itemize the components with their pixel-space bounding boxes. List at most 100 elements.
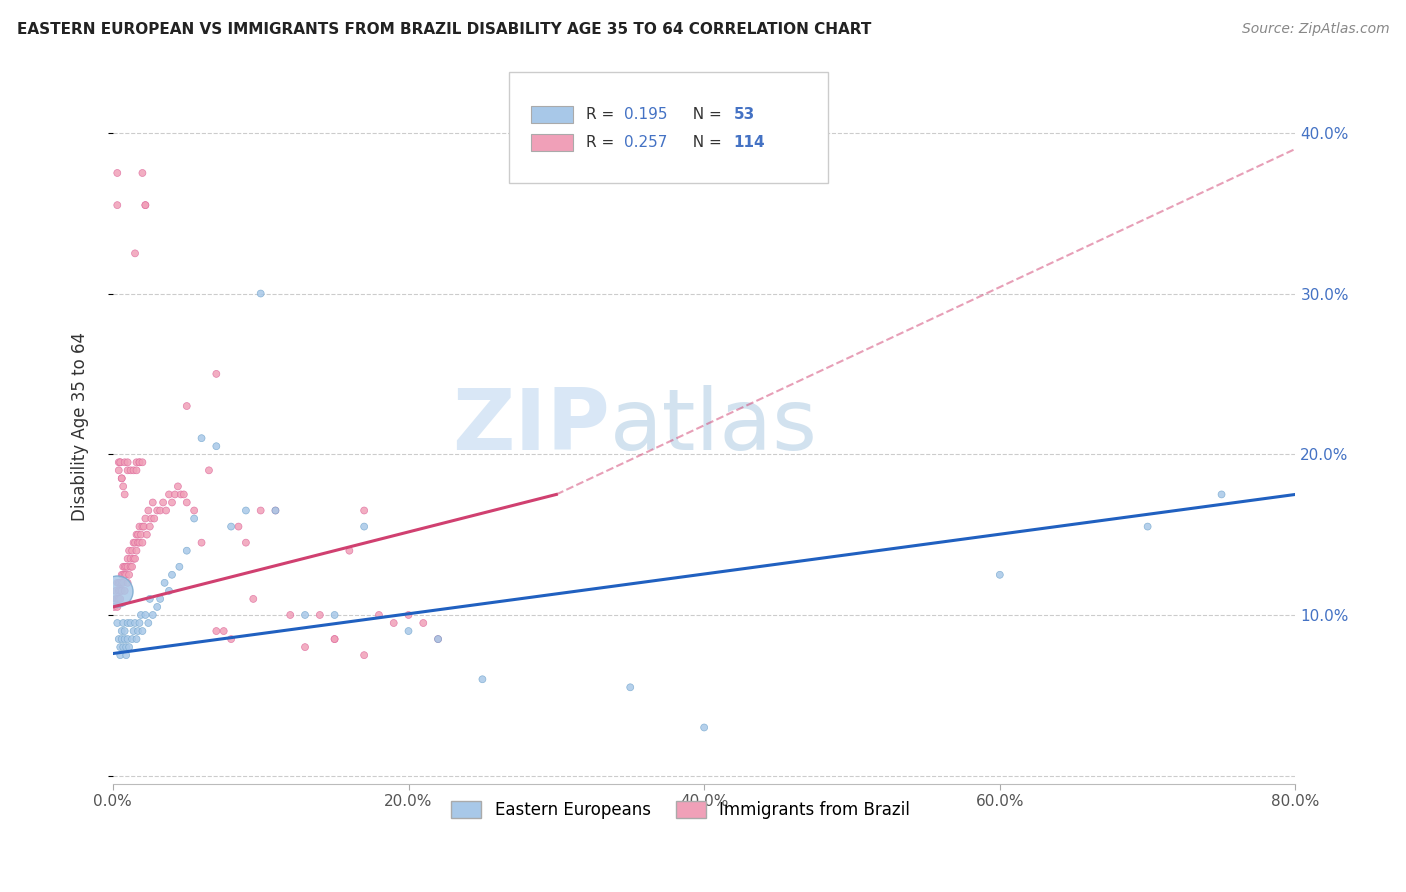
Point [124,551,146,566]
Point [205,624,228,638]
Point [127,527,149,541]
Point [117,551,139,566]
Point [205,439,228,453]
Point [249,503,271,517]
Point [125,463,148,477]
Point [117,575,139,590]
Point [111,575,134,590]
Text: 114: 114 [734,136,765,151]
Point [111,471,134,485]
Point [121,543,143,558]
Point [134,607,156,622]
Point [120,463,142,477]
Point [988,567,1011,582]
Point [120,615,142,630]
Point [118,567,141,582]
Legend: Eastern Europeans, Immigrants from Brazil: Eastern Europeans, Immigrants from Brazi… [444,794,917,825]
Point [1211,487,1233,501]
Point [114,559,136,574]
Point [114,487,136,501]
Point [176,543,198,558]
Point [111,632,134,646]
Point [167,479,190,493]
Point [190,535,212,549]
Point [114,583,136,598]
Point [157,583,180,598]
Point [135,527,157,541]
Point [160,567,183,582]
Point [105,166,128,180]
Point [114,632,136,646]
Point [127,535,149,549]
Point [242,591,264,606]
Text: R =: R = [586,136,619,151]
Point [131,535,153,549]
Point [121,559,143,574]
Point [115,640,138,654]
Point [110,575,132,590]
Point [128,455,150,469]
Point [105,575,128,590]
Point [398,607,420,622]
Point [412,615,434,630]
Point [107,463,129,477]
Point [146,503,169,517]
Point [124,615,146,630]
Point [120,551,142,566]
Point [128,535,150,549]
Point [128,615,150,630]
Point [129,607,152,622]
Point [128,519,150,533]
Point [112,567,135,582]
Point [212,624,235,638]
Point [107,632,129,646]
Point [117,632,139,646]
Point [278,607,301,622]
Point [235,503,257,517]
Point [112,575,135,590]
Point [183,503,205,517]
Point [112,615,135,630]
Text: N =: N = [683,107,727,122]
Point [110,640,132,654]
Point [107,591,129,606]
Point [183,511,205,525]
Text: ZIP: ZIP [451,384,610,467]
FancyBboxPatch shape [531,135,572,152]
Point [198,463,221,477]
Point [110,583,132,598]
Text: R =: R = [586,107,619,122]
Point [143,511,166,525]
Point [134,198,156,212]
Point [170,487,193,501]
Point [128,455,150,469]
Point [139,519,162,533]
Point [219,632,242,646]
Point [105,599,128,614]
Point [205,367,228,381]
Point [111,567,134,582]
Point [110,648,132,662]
Point [382,615,405,630]
Point [110,455,132,469]
Point [122,624,145,638]
Point [337,543,360,558]
Point [134,511,156,525]
Point [124,246,146,260]
Point [176,495,198,509]
Point [117,615,139,630]
Point [105,198,128,212]
Point [112,559,135,574]
FancyBboxPatch shape [531,106,572,123]
Point [264,503,287,517]
Point [105,591,128,606]
Point [228,519,250,533]
Point [132,519,155,533]
Point [249,286,271,301]
Point [103,599,125,614]
Point [115,567,138,582]
Point [136,503,159,517]
Point [105,615,128,630]
Point [122,463,145,477]
Y-axis label: Disability Age 35 to 64: Disability Age 35 to 64 [72,332,89,521]
